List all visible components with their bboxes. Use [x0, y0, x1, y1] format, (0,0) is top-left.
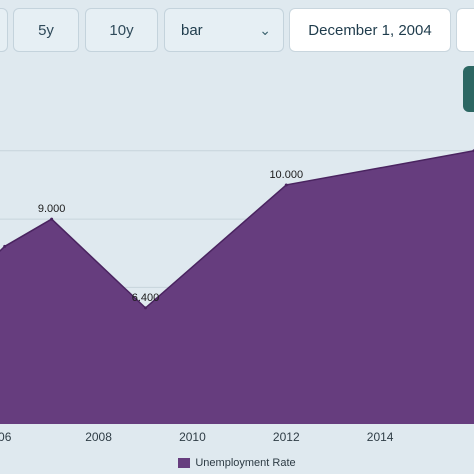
data-label: 10.000	[269, 169, 303, 181]
side-action-button[interactable]	[463, 66, 474, 112]
x-tick-label: 2008	[85, 430, 112, 444]
data-point	[3, 244, 7, 248]
area-fill	[0, 150, 474, 424]
chart-toolbar: 5y 10y bar ⌄ December 1, 2004	[0, 0, 474, 62]
x-tick-label: 06	[0, 430, 12, 444]
legend-label: Unemployment Rate	[195, 457, 296, 469]
data-label: 9.000	[38, 203, 66, 215]
date-input[interactable]: December 1, 2004	[289, 8, 451, 52]
data-label: 6.400	[132, 292, 160, 304]
chevron-down-icon: ⌄	[259, 21, 271, 38]
date-value: December 1, 2004	[308, 21, 432, 39]
legend-swatch	[178, 458, 191, 468]
range-5y-label: 5y	[38, 21, 54, 39]
data-point	[143, 306, 147, 310]
series-line	[0, 150, 474, 309]
date-input-partial[interactable]	[456, 8, 474, 52]
range-10y-label: 10y	[109, 21, 134, 39]
range-5y-button[interactable]: 5y	[13, 8, 79, 52]
x-tick-label: 2010	[179, 430, 206, 444]
chart-type-select[interactable]: bar ⌄	[164, 8, 284, 52]
range-10y-button[interactable]: 10y	[85, 8, 158, 52]
data-point	[50, 217, 54, 221]
chart-legend: Unemployment Rate	[0, 454, 474, 472]
x-tick-label: 2014	[367, 430, 394, 444]
data-point	[284, 183, 288, 187]
x-tick-label: 2012	[273, 430, 300, 444]
range-button-partial[interactable]	[0, 8, 8, 52]
chart-type-value: bar	[181, 21, 203, 39]
